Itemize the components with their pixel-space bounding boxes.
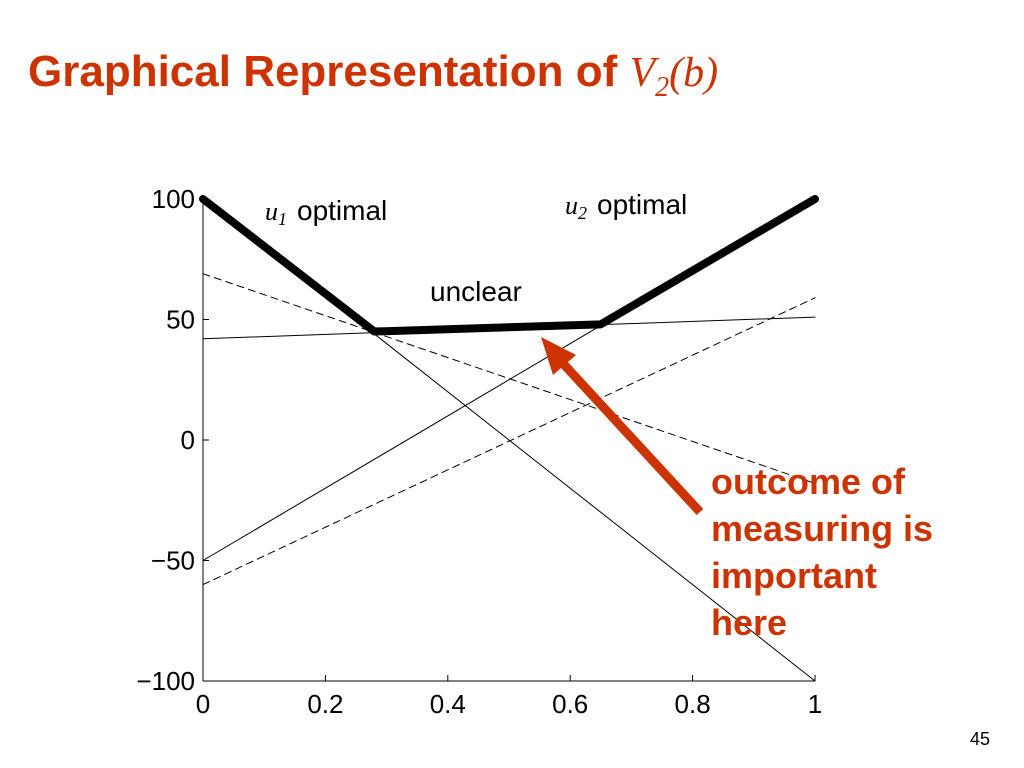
annotation-text: unclear xyxy=(430,276,522,307)
title-math: V xyxy=(629,50,659,96)
title-text: Graphical Representation of xyxy=(28,47,618,96)
x-tick-label: 0.2 xyxy=(307,689,343,719)
line-series xyxy=(199,195,819,336)
annotation-text: optimal xyxy=(597,189,687,220)
y-tick-label: −50 xyxy=(151,546,195,576)
y-tick-label: 50 xyxy=(166,305,195,335)
title-math-sub: 2 xyxy=(655,72,669,103)
callout-line: important xyxy=(711,555,877,596)
arrow-head xyxy=(541,337,576,375)
x-tick-label: 0.8 xyxy=(675,689,711,719)
title-math-arg: (b) xyxy=(669,50,718,96)
x-tick-label: 0 xyxy=(196,689,210,719)
x-tick-label: 1 xyxy=(808,689,822,719)
callout-line: outcome of xyxy=(711,461,906,502)
x-tick-label: 0.4 xyxy=(430,689,466,719)
annotation-sub: 1 xyxy=(278,209,287,229)
annotation: u2 optimal xyxy=(565,189,687,223)
callout: outcome of measuring is important here xyxy=(541,337,933,643)
annotation: unclear xyxy=(430,276,522,307)
annotation: u1 optimal xyxy=(265,195,387,229)
annotation-sub: 2 xyxy=(578,203,587,223)
slide-title: Graphical Representation of V2(b) xyxy=(28,47,718,103)
y-tick-label: 100 xyxy=(152,184,195,214)
callout-line: here xyxy=(711,602,787,643)
line-series xyxy=(202,297,816,586)
page-number: 45 xyxy=(970,729,990,749)
annotation-text: optimal xyxy=(297,195,387,226)
arrow-shaft xyxy=(554,354,704,516)
y-tick-label: 0 xyxy=(181,425,195,455)
annotation-var: u xyxy=(565,191,578,220)
callout-line: measuring is xyxy=(711,508,933,549)
line-series xyxy=(202,273,816,484)
x-tick-label: 0.6 xyxy=(552,689,588,719)
annotation-var: u xyxy=(265,197,278,226)
y-tick-label: −100 xyxy=(136,666,195,696)
